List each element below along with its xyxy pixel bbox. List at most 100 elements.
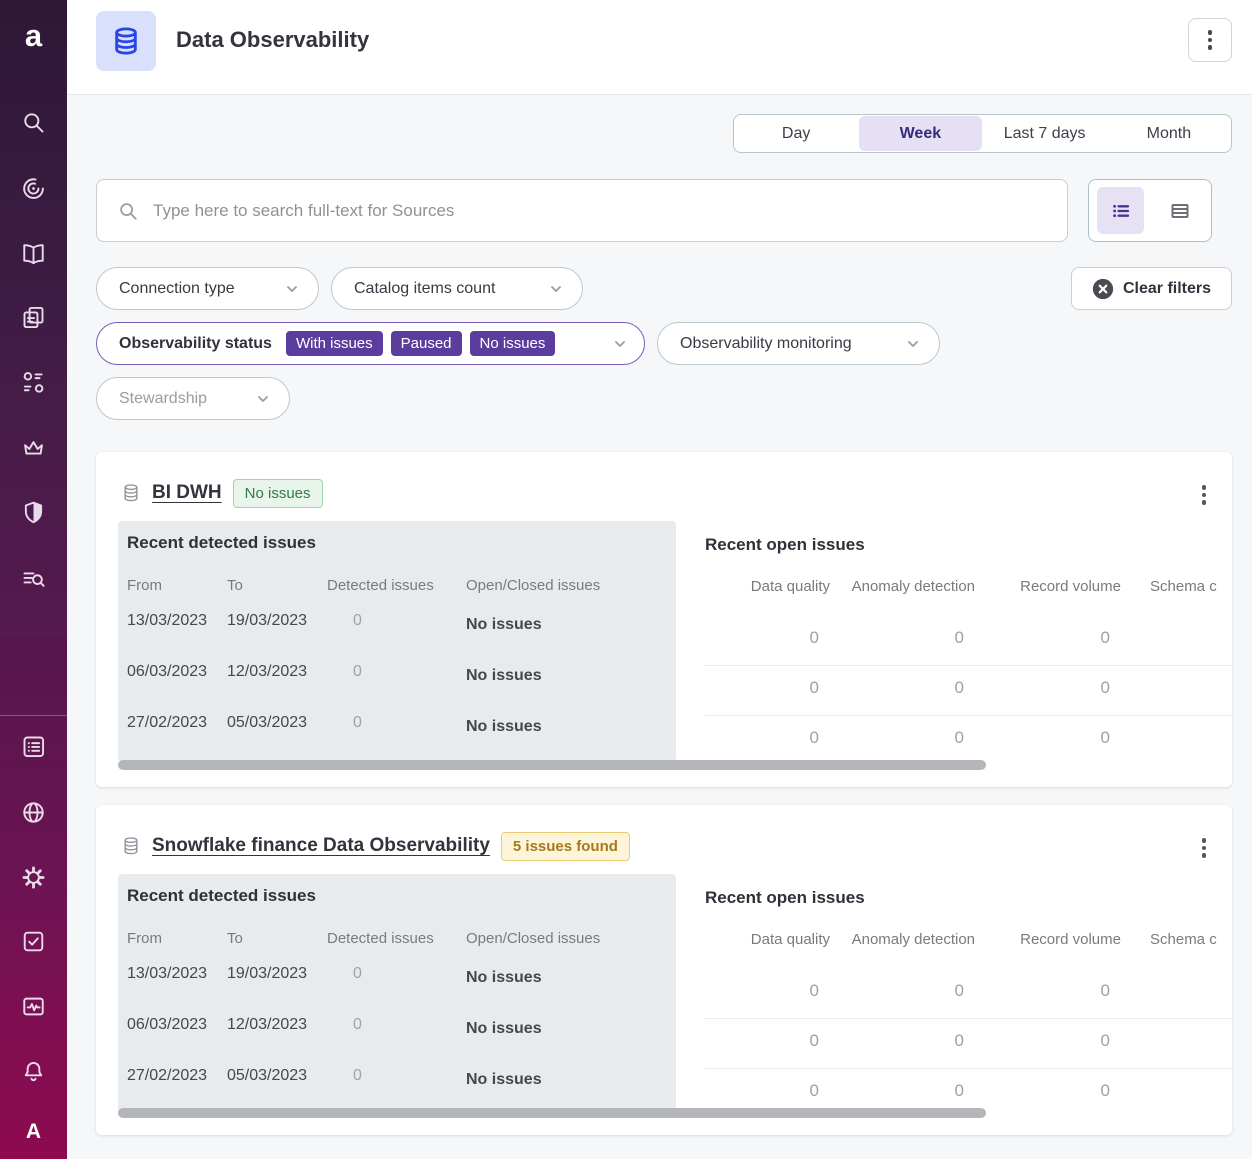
cell-value: 0 [954, 678, 964, 697]
chevron-down-icon [287, 285, 297, 292]
cell-to: 19/03/2023 [227, 612, 308, 629]
filter-label: Observability status [119, 334, 272, 352]
tab-week[interactable]: Week [859, 116, 982, 151]
source-menu-button[interactable] [1200, 480, 1209, 510]
source-card-header: BI DWH No issues [121, 478, 323, 508]
monitor-pulse-icon [23, 997, 44, 1015]
status-badge: 5 issues found [500, 831, 630, 861]
cell-value: 0 [809, 981, 819, 1000]
view-toggle [1088, 179, 1212, 242]
filter-label: Catalog items count [354, 279, 496, 297]
section-title: Recent detected issues [127, 533, 316, 552]
filter-stewardship[interactable]: Stewardship [96, 377, 290, 420]
sidebar-item-search[interactable] [0, 100, 67, 144]
checkbox-icon [23, 931, 44, 951]
cell-value: 0 [1100, 1031, 1110, 1050]
source-menu-button[interactable] [1200, 833, 1209, 863]
sidebar-item-monitoring[interactable] [0, 984, 67, 1028]
database-icon [124, 837, 138, 855]
status-badge: No issues [232, 478, 323, 508]
database-icon [124, 484, 138, 502]
cell-open-closed: No issues [466, 667, 542, 684]
list-view-icon [1112, 204, 1129, 217]
column-header: Open/Closed issues [466, 577, 601, 594]
column-header: Data quality [750, 578, 830, 595]
sidebar-item-security[interactable] [0, 490, 67, 534]
section-title: Recent detected issues [127, 886, 316, 905]
filter-catalog-items-count[interactable]: Catalog items count [331, 267, 583, 310]
sidebar-item-documents[interactable] [0, 295, 67, 339]
list-view-button[interactable] [1097, 187, 1144, 234]
sidebar-divider [0, 715, 67, 716]
bell-icon [24, 1061, 43, 1081]
time-range-tabs: Day Week Last 7 days Month [733, 114, 1232, 153]
filter-observability-status[interactable]: Observability status With issues Paused … [96, 322, 645, 365]
sidebar-item-components[interactable] [0, 360, 67, 404]
sidebar-item-governance[interactable] [0, 425, 67, 469]
sidebar-item-lineage[interactable] [0, 166, 67, 210]
open-issues-row: 0 0 0 [705, 716, 1232, 766]
filter-connection-type[interactable]: Connection type [96, 267, 319, 310]
chevron-down-icon [258, 395, 268, 402]
page-title: Data Observability [176, 27, 370, 52]
tab-day[interactable]: Day [781, 124, 811, 142]
clear-filters-button[interactable]: Clear filters [1071, 267, 1232, 310]
sidebar-item-knowledge-catalog[interactable] [0, 231, 67, 275]
column-header: Record volume [1020, 931, 1121, 948]
table-view-button[interactable] [1156, 187, 1203, 234]
cell-open-closed: No issues [466, 969, 542, 986]
horizontal-scrollbar[interactable] [118, 760, 986, 770]
cell-value [1121, 616, 1232, 665]
components-grid-icon [23, 371, 44, 393]
cell-value: 0 [954, 728, 964, 747]
database-icon [115, 27, 137, 55]
filter-observability-monitoring[interactable]: Observability monitoring [657, 322, 940, 365]
source-name-link[interactable]: Snowflake finance Data Observability [152, 835, 490, 856]
cell-from: 13/03/2023 [127, 965, 208, 982]
tab-last-7-days[interactable]: Last 7 days [1003, 124, 1086, 142]
gear-icon [22, 866, 45, 888]
horizontal-scrollbar[interactable] [118, 1108, 986, 1118]
content-area: Day Week Last 7 days Month Connection ty… [67, 95, 1252, 1159]
app-logo[interactable]: a [24, 18, 43, 53]
column-header: From [127, 930, 162, 947]
open-issues-row: 0 0 0 [705, 1019, 1232, 1069]
open-issues-row: 0 0 0 [705, 1069, 1232, 1119]
sidebar-item-notifications[interactable] [0, 1049, 67, 1093]
cell-value [1121, 969, 1232, 1018]
cell-from: 06/03/2023 [127, 1016, 208, 1033]
page-menu-button[interactable] [1188, 18, 1232, 62]
sidebar-item-profiling[interactable] [0, 556, 67, 600]
cell-value [1121, 716, 1232, 766]
open-issues-row: 0 0 0 [705, 969, 1232, 1019]
shield-icon [24, 501, 43, 523]
tab-month[interactable]: Month [1146, 124, 1192, 142]
cell-value: 0 [809, 678, 819, 697]
column-header: Open/Closed issues [466, 930, 601, 947]
search-input[interactable] [153, 200, 1047, 221]
cell-to: 05/03/2023 [227, 1067, 308, 1084]
cell-to: 12/03/2023 [227, 1016, 308, 1033]
column-header: Anomaly detection [851, 931, 975, 948]
status-value-badge: With issues [285, 331, 383, 356]
sidebar-item-settings[interactable] [0, 855, 67, 899]
section-title: Recent open issues [705, 888, 865, 907]
filter-label: Stewardship [119, 389, 208, 407]
sidebar-item-lists[interactable] [0, 724, 67, 768]
page-header: Data Observability [67, 0, 1252, 95]
source-card: Snowflake finance Data Observability 5 i… [96, 805, 1232, 1135]
source-card: BI DWH No issues Recent detected issues … [96, 452, 1232, 787]
sidebar-item-tasks[interactable] [0, 919, 67, 963]
sidebar-item-web[interactable] [0, 790, 67, 834]
cell-from: 06/03/2023 [127, 663, 208, 680]
open-issues-header: Data quality Anomaly detection Record vo… [705, 931, 1232, 969]
cell-detected: 0 [353, 714, 362, 731]
user-avatar[interactable]: A [25, 1120, 42, 1143]
cell-value: 0 [1100, 1081, 1110, 1100]
source-name-link[interactable]: BI DWH [152, 482, 222, 503]
recent-open-issues-panel: Recent open issues Data quality Anomaly … [705, 535, 1232, 766]
cell-detected: 0 [353, 965, 362, 982]
column-header: To [227, 930, 243, 947]
column-header: Anomaly detection [851, 578, 975, 595]
cell-value: 0 [1100, 628, 1110, 647]
